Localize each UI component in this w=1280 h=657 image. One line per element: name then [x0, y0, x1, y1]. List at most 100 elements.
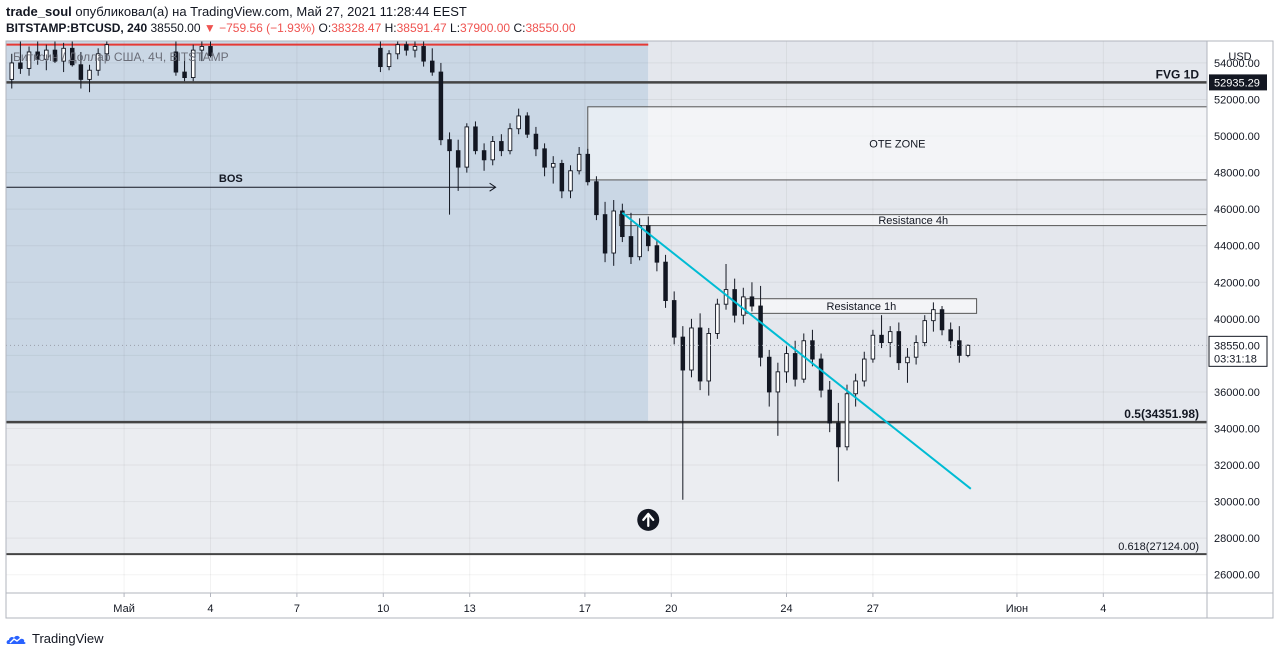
fib-05-level-label: 0.5(34351.98): [1124, 407, 1199, 421]
candle-body: [516, 115, 521, 130]
bos-arrow-icon: [489, 182, 497, 192]
candle-body: [870, 334, 876, 360]
candle-body: [879, 334, 884, 344]
candle-body: [61, 47, 66, 62]
x-tick-label: 13: [464, 603, 476, 615]
down-arrow-icon: ▼: [203, 21, 216, 35]
candle-body: [741, 296, 746, 316]
tradingview-logo[interactable]: TradingView: [6, 631, 104, 646]
candle-body: [404, 44, 409, 51]
candle-body: [438, 71, 444, 141]
tradingview-brand: TradingView: [32, 631, 104, 646]
candle-body: [52, 49, 58, 62]
candle-body: [542, 148, 547, 168]
candle-body: [758, 305, 763, 358]
y-tick-label: 28000.00: [1214, 533, 1260, 545]
candle-body: [104, 44, 110, 55]
candle-body: [44, 49, 49, 60]
candle-body: [87, 69, 92, 80]
candle-body: [208, 46, 213, 57]
candle-body: [95, 53, 101, 71]
candle-body: [550, 163, 556, 168]
candle-body: [69, 47, 75, 66]
chart-legend-overlay: Биткоин / Доллар США, 4Ч, BITSTAMP: [13, 50, 229, 64]
gray-shade-right: [648, 41, 1207, 423]
chart-frame: [5, 40, 1274, 619]
candle-body: [862, 358, 867, 382]
x-tick-label: 20: [665, 603, 677, 615]
candle-body: [182, 71, 187, 79]
x-tick-label: 27: [867, 603, 879, 615]
candle-body: [507, 128, 513, 152]
candle-body: [663, 261, 668, 301]
open-value: 38328.47: [331, 21, 382, 35]
y-tick-label: 50000.00: [1214, 131, 1260, 143]
candle-body: [35, 51, 40, 60]
x-tick-label: 7: [294, 603, 300, 615]
low-value: 37900.00: [460, 21, 511, 35]
last-price-label: 38550.00: [1214, 340, 1260, 352]
candle-body: [689, 327, 694, 371]
candle-body: [766, 356, 772, 393]
candle-body: [922, 320, 928, 344]
y-tick-label: 48000.00: [1214, 168, 1260, 180]
candle-body: [749, 296, 755, 307]
published-text: опубликовал(а) на TradingView.com, Май 2…: [75, 4, 467, 19]
candle-body: [455, 150, 461, 168]
candle-body: [853, 380, 858, 395]
candle-body: [594, 181, 599, 216]
candle-body: [473, 126, 478, 152]
candle-body: [9, 62, 15, 80]
y-tick-label: 54000.00: [1214, 58, 1260, 70]
candle-body: [810, 340, 815, 360]
y-tick-label: 30000.00: [1214, 497, 1260, 509]
candle-body: [784, 353, 789, 373]
candle-body: [715, 303, 720, 334]
x-tick-label: 17: [579, 603, 591, 615]
y-tick-label: 34000.00: [1214, 423, 1260, 435]
candle-body: [602, 214, 608, 254]
x-tick-label: Май: [113, 603, 135, 615]
candle-body: [78, 64, 84, 80]
publication-line: trade_soul опубликовал(а) на TradingView…: [6, 4, 467, 19]
open-label: O:: [318, 21, 332, 35]
candle-body: [939, 309, 945, 331]
candle-body: [430, 60, 435, 73]
candle-body: [818, 358, 824, 391]
resistance-1h-box: [745, 298, 978, 314]
close-value: 38550.00: [525, 21, 576, 35]
candle-body: [585, 153, 591, 183]
candle-body: [26, 51, 32, 69]
candle-body: [18, 62, 23, 69]
candle-body: [533, 133, 539, 150]
candle-body: [801, 340, 807, 380]
candle-body: [412, 46, 418, 51]
high-value: 38591.47: [396, 21, 447, 35]
candle-body: [887, 331, 893, 344]
candle-body: [611, 210, 616, 254]
x-tick-label: 10: [377, 603, 389, 615]
candle-body: [447, 139, 452, 152]
y-tick-label: 44000.00: [1214, 241, 1260, 253]
candle-body: [620, 210, 625, 238]
premium-shade: [6, 41, 649, 423]
candle-body: [421, 46, 426, 62]
candle-body: [481, 150, 487, 161]
candle-body: [827, 389, 832, 424]
candle-body: [525, 115, 530, 135]
candle-body: [948, 329, 953, 342]
close-label: C:: [513, 21, 526, 35]
candle-body: [490, 141, 495, 161]
candle-body: [190, 49, 196, 79]
fvg-1d-level-label: FVG 1D: [1156, 67, 1200, 81]
fvg-price-label-bg: [1209, 74, 1267, 91]
fvg-price-label: 52935.29: [1214, 77, 1260, 89]
x-tick-label: 24: [780, 603, 792, 615]
candle-body: [706, 333, 711, 382]
candle-body: [844, 393, 850, 448]
candle-body: [395, 44, 400, 55]
discount-shade: [6, 422, 1207, 555]
author-name[interactable]: trade_soul: [6, 4, 72, 19]
fib-0618-level-label: 0.618(27124.00): [1118, 541, 1199, 553]
